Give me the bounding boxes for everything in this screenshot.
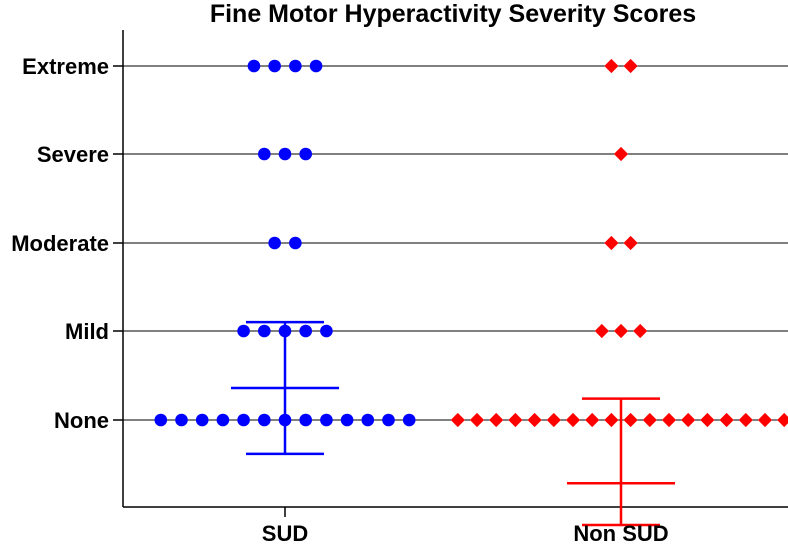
point-sud-mild-5 [320, 324, 333, 338]
point-sud-none-10 [340, 413, 354, 427]
point-non-sud-mild-3 [633, 323, 648, 339]
grid-lines [123, 65, 788, 421]
point-sud-none-3 [195, 413, 209, 427]
point-sud-extreme-4 [309, 59, 323, 73]
tick-labels: None Mild Moderate Severe Extreme SUD Non SUD [11, 54, 668, 544]
point-non-sud-extreme-1 [604, 58, 619, 74]
point-non-sud-none-8 [585, 412, 600, 428]
point-non-sud-severe-1 [613, 146, 629, 162]
point-sud-moderate-2 [289, 236, 302, 250]
point-sud-none-11 [361, 413, 375, 427]
y-tick-label-severe: Severe [37, 142, 109, 167]
point-non-sud-none-16 [738, 412, 753, 428]
point-sud-none-1 [154, 413, 168, 427]
y-tick-label-mild: Mild [65, 319, 109, 344]
point-non-sud-none-5 [527, 412, 542, 428]
point-sud-mild-3 [278, 324, 292, 338]
x-tick-label-sud: SUD [262, 521, 308, 544]
y-tick-label-moderate: Moderate [11, 231, 109, 256]
point-sud-moderate-1 [268, 236, 281, 250]
point-non-sud-none-7 [565, 412, 581, 428]
point-non-sud-none-13 [681, 412, 696, 428]
point-non-sud-none-17 [757, 412, 773, 428]
point-non-sud-mild-1 [594, 323, 609, 339]
point-sud-mild-4 [299, 324, 313, 338]
point-sud-mild-1 [237, 324, 250, 338]
point-non-sud-none-11 [642, 412, 657, 428]
chart-title: Fine Motor Hyperactivity Severity Scores [210, 0, 696, 28]
point-non-sud-none-12 [661, 412, 677, 428]
point-non-sud-none-18 [777, 412, 788, 428]
point-non-sud-none-1 [450, 412, 465, 428]
axes [113, 30, 788, 517]
point-sud-none-2 [175, 413, 188, 427]
point-non-sud-extreme-2 [623, 58, 638, 74]
point-sud-extreme-2 [268, 59, 281, 73]
x-tick-label-non-sud: Non SUD [573, 521, 668, 544]
point-non-sud-none-9 [604, 412, 619, 428]
point-sud-none-6 [258, 413, 271, 427]
point-non-sud-none-6 [546, 412, 561, 428]
point-sud-severe-3 [299, 147, 313, 161]
point-sud-extreme-3 [289, 59, 302, 73]
point-non-sud-none-4 [508, 412, 523, 428]
point-sud-none-8 [299, 413, 313, 427]
y-tick-label-extreme: Extreme [22, 54, 109, 79]
point-non-sud-none-3 [489, 412, 504, 428]
point-sud-none-13 [402, 413, 416, 427]
point-sud-none-7 [278, 413, 292, 427]
point-non-sud-moderate-2 [623, 235, 638, 251]
point-sud-none-5 [237, 413, 250, 427]
data-points [154, 58, 788, 428]
point-sud-mild-2 [258, 324, 271, 338]
y-tick-label-none: None [54, 408, 109, 433]
error-bars [230, 320, 676, 527]
point-non-sud-mild-2 [613, 323, 629, 339]
point-sud-severe-1 [258, 147, 271, 161]
point-non-sud-none-14 [700, 412, 715, 428]
point-sud-none-4 [216, 413, 230, 427]
point-non-sud-none-2 [469, 412, 485, 428]
point-sud-none-9 [320, 413, 333, 427]
point-sud-severe-2 [278, 147, 292, 161]
point-non-sud-moderate-1 [604, 235, 619, 251]
point-non-sud-none-10 [623, 412, 638, 428]
point-sud-extreme-1 [247, 59, 261, 73]
point-sud-none-12 [382, 413, 395, 427]
point-non-sud-none-15 [719, 412, 734, 428]
